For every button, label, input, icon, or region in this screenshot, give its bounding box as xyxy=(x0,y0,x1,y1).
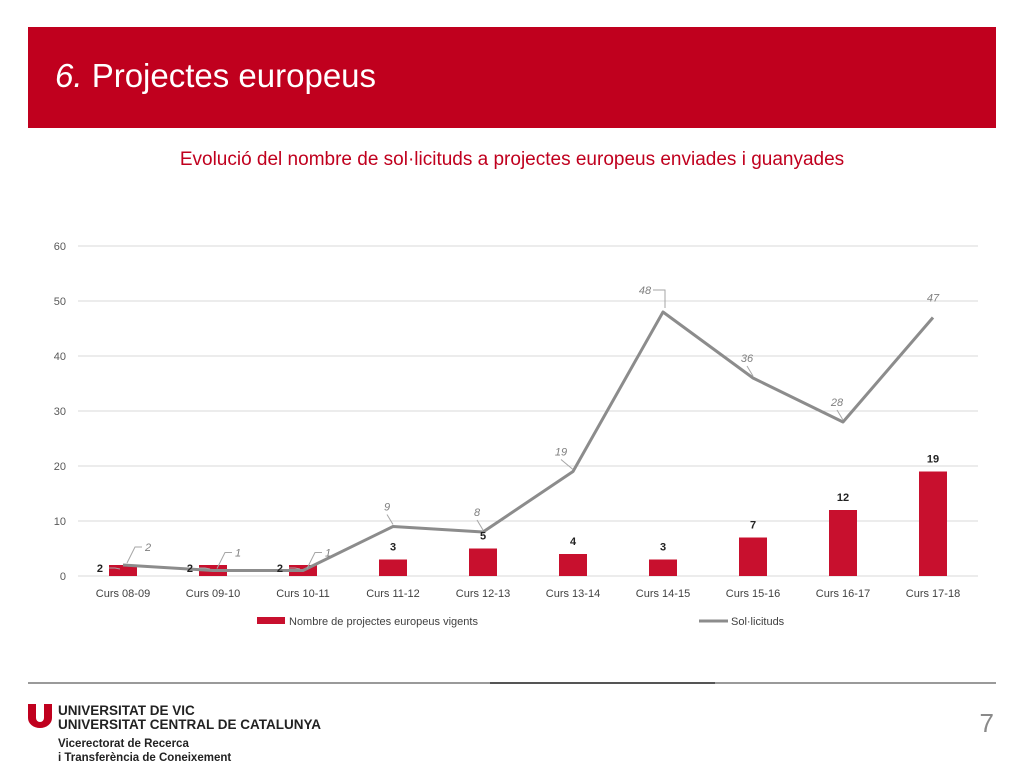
legend-label-bars: Nombre de projectes europeus vigents xyxy=(289,616,478,628)
bar-label-leader xyxy=(199,567,211,570)
line-data-label: 36 xyxy=(741,353,754,365)
bar-data-label: 12 xyxy=(837,492,849,504)
y-tick-label: 40 xyxy=(54,351,66,363)
y-tick-label: 60 xyxy=(54,241,66,253)
page-number: 7 xyxy=(979,708,994,738)
bar-data-label: 3 xyxy=(390,542,396,554)
vicerectorat-line2: i Transferència de Coneixement xyxy=(58,752,232,764)
line-data-label: 9 xyxy=(384,502,390,514)
line-data-label: 1 xyxy=(235,548,241,560)
bar-data-label: 2 xyxy=(277,563,283,575)
chart-title: Evolució del nombre de sol·licituds a pr… xyxy=(179,149,845,170)
y-tick-label: 30 xyxy=(54,406,66,418)
x-tick-label: Curs 13-14 xyxy=(546,588,600,600)
y-tick-label: 20 xyxy=(54,461,66,473)
y-tick-label: 0 xyxy=(60,571,66,583)
line-label-leader xyxy=(386,514,394,525)
line-label-leader xyxy=(216,552,232,569)
line-data-label: 19 xyxy=(555,447,567,459)
line-label-leader xyxy=(836,409,844,421)
legend-label-line: Sol·licituds xyxy=(731,616,785,628)
line-data-label: 47 xyxy=(927,293,940,305)
line-data-label: 28 xyxy=(830,397,844,409)
slide-title-text: Projectes europeus xyxy=(82,57,377,94)
line-label-leader xyxy=(560,459,574,470)
bar xyxy=(739,537,767,576)
line-data-label: 48 xyxy=(639,285,652,297)
bar xyxy=(469,548,497,576)
bar-data-label: 4 xyxy=(570,536,577,548)
university-logo-icon xyxy=(28,704,52,728)
line-label-leader xyxy=(306,552,322,569)
bar xyxy=(919,471,947,576)
x-tick-label: Curs 16-17 xyxy=(816,588,870,600)
bar-data-label: 3 xyxy=(660,542,666,554)
slide-title-number: 6. xyxy=(55,57,83,94)
line-label-leader xyxy=(746,365,754,377)
line-label-leader xyxy=(653,289,666,308)
university-name-line2: UNIVERSITAT CENTRAL DE CATALUNYA xyxy=(58,717,322,732)
bar xyxy=(829,510,857,576)
bar xyxy=(109,565,137,576)
bar-data-label: 7 xyxy=(750,520,756,532)
x-tick-label: Curs 17-18 xyxy=(906,588,960,600)
line-label-leader xyxy=(476,519,484,531)
header-band xyxy=(28,27,996,128)
slide-title: 6. Projectes europeus xyxy=(55,57,376,95)
x-tick-label: Curs 10-11 xyxy=(276,588,330,600)
bar-data-label: 2 xyxy=(187,563,193,575)
bar-data-label: 2 xyxy=(97,563,103,575)
legend-swatch-bars xyxy=(257,617,285,624)
university-name-line1: UNIVERSITAT DE VIC xyxy=(58,703,195,718)
x-tick-label: Curs 11-12 xyxy=(366,588,420,600)
bar-data-label: 5 xyxy=(480,531,486,543)
y-tick-label: 50 xyxy=(54,296,66,308)
bar-label-leader xyxy=(109,567,121,570)
bar xyxy=(559,554,587,576)
line-data-label: 8 xyxy=(474,507,481,519)
series-line xyxy=(122,310,935,572)
x-tick-label: Curs 15-16 xyxy=(726,588,780,600)
x-tick-label: Curs 09-10 xyxy=(186,588,240,600)
bar xyxy=(649,559,677,576)
vicerectorat-line1: Vicerectorat de Recerca xyxy=(58,738,189,750)
line-data-label: 2 xyxy=(144,542,151,554)
line-label-leader xyxy=(126,546,142,564)
line-data-label: 1 xyxy=(325,548,331,560)
bar xyxy=(379,559,407,576)
footer-divider-accent xyxy=(490,682,715,684)
x-tick-label: Curs 12-13 xyxy=(456,588,510,600)
bar-data-label: 19 xyxy=(927,454,939,466)
x-tick-label: Curs 14-15 xyxy=(636,588,690,600)
x-tick-label: Curs 08-09 xyxy=(96,588,150,600)
y-tick-label: 10 xyxy=(54,516,66,528)
bar-label-leader xyxy=(289,567,301,570)
